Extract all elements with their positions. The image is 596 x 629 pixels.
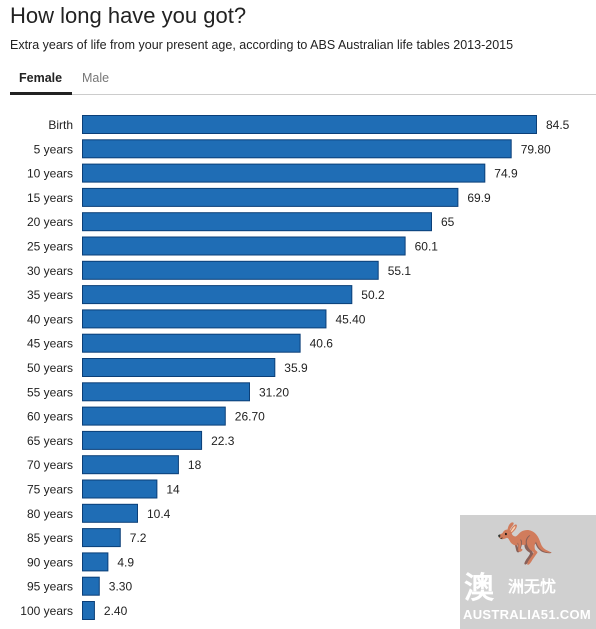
- category-label: 75 years: [27, 483, 73, 497]
- category-label: 60 years: [27, 410, 73, 424]
- bar: [82, 333, 301, 353]
- watermark-text: AUSTRALIA51.COM: [463, 607, 592, 622]
- category-label: 35 years: [27, 288, 73, 302]
- bar: [82, 309, 327, 329]
- kangaroo-icon: 🦘: [496, 518, 554, 570]
- bar: [82, 187, 459, 207]
- value-label: 22.3: [211, 434, 235, 448]
- tab-bar: Female Male: [10, 66, 596, 95]
- bar: [82, 576, 100, 596]
- watermark-glyph-2: 洲无忧: [508, 579, 557, 596]
- category-label: 65 years: [27, 434, 73, 448]
- category-label: 95 years: [27, 580, 73, 594]
- value-label: 4.9: [117, 555, 134, 569]
- category-label: 25 years: [27, 240, 73, 254]
- tab-female[interactable]: Female: [19, 71, 63, 85]
- category-label: 80 years: [27, 507, 73, 521]
- bar: [82, 358, 276, 377]
- bar: [82, 479, 158, 499]
- category-label: 90 years: [27, 555, 73, 569]
- value-label: 45.40: [335, 312, 365, 326]
- bar: [82, 455, 179, 475]
- value-label: 79.80: [521, 142, 551, 156]
- bar: [82, 430, 203, 450]
- value-label: 60.1: [415, 240, 439, 254]
- value-label: 2.40: [104, 604, 128, 618]
- category-label: 45 years: [27, 337, 73, 351]
- value-label: 74.9: [494, 167, 518, 181]
- bar: [82, 212, 432, 232]
- bar: [82, 601, 95, 620]
- category-label: 40 years: [27, 312, 73, 326]
- value-label: 65: [441, 215, 455, 229]
- category-label: 100 years: [20, 604, 73, 618]
- watermark-glyph: 澳: [464, 572, 494, 605]
- page-subtitle: Extra years of life from your present ag…: [10, 38, 514, 52]
- value-label: 10.4: [147, 507, 171, 521]
- bar: [82, 285, 353, 305]
- category-label: 10 years: [27, 167, 73, 181]
- bar: [82, 163, 486, 183]
- bar: [82, 406, 226, 426]
- watermark: 🦘 澳 洲无忧 AUSTRALIA51.COM: [460, 515, 596, 629]
- value-label: 14: [166, 483, 180, 497]
- life-expectancy-bar-chart: Birth 84.5 5 years 79.80 10 years 74.9 15 year…: [20, 115, 570, 620]
- value-label: 26.70: [235, 410, 265, 424]
- value-label: 35.9: [284, 361, 308, 375]
- bar: [82, 260, 379, 280]
- tab-male[interactable]: Male: [82, 71, 110, 85]
- category-label: 20 years: [27, 215, 73, 229]
- value-label: 3.30: [109, 580, 133, 594]
- bar: [82, 503, 138, 523]
- category-label: 55 years: [27, 385, 73, 399]
- category-label: 50 years: [27, 361, 73, 375]
- bar: [82, 382, 250, 402]
- bar: [82, 236, 406, 256]
- bar: [82, 139, 512, 159]
- category-label: 70 years: [27, 458, 73, 472]
- value-label: 7.2: [130, 531, 147, 545]
- category-label: 15 years: [27, 191, 73, 205]
- value-label: 31.20: [259, 385, 289, 399]
- bar: [82, 552, 109, 572]
- value-label: 55.1: [388, 264, 412, 278]
- value-label: 50.2: [361, 288, 385, 302]
- category-label: 30 years: [27, 264, 73, 278]
- bar: [82, 115, 537, 134]
- value-label: 69.9: [467, 191, 491, 205]
- value-label: 18: [188, 458, 202, 472]
- page-title: How long have you got?: [10, 3, 247, 28]
- selected-tab-indicator: [10, 92, 72, 95]
- category-label: 5 years: [34, 142, 73, 156]
- value-label: 40.6: [310, 337, 334, 351]
- category-label: Birth: [48, 118, 73, 132]
- bar: [82, 528, 121, 548]
- category-label: 85 years: [27, 531, 73, 545]
- value-label: 84.5: [546, 118, 570, 132]
